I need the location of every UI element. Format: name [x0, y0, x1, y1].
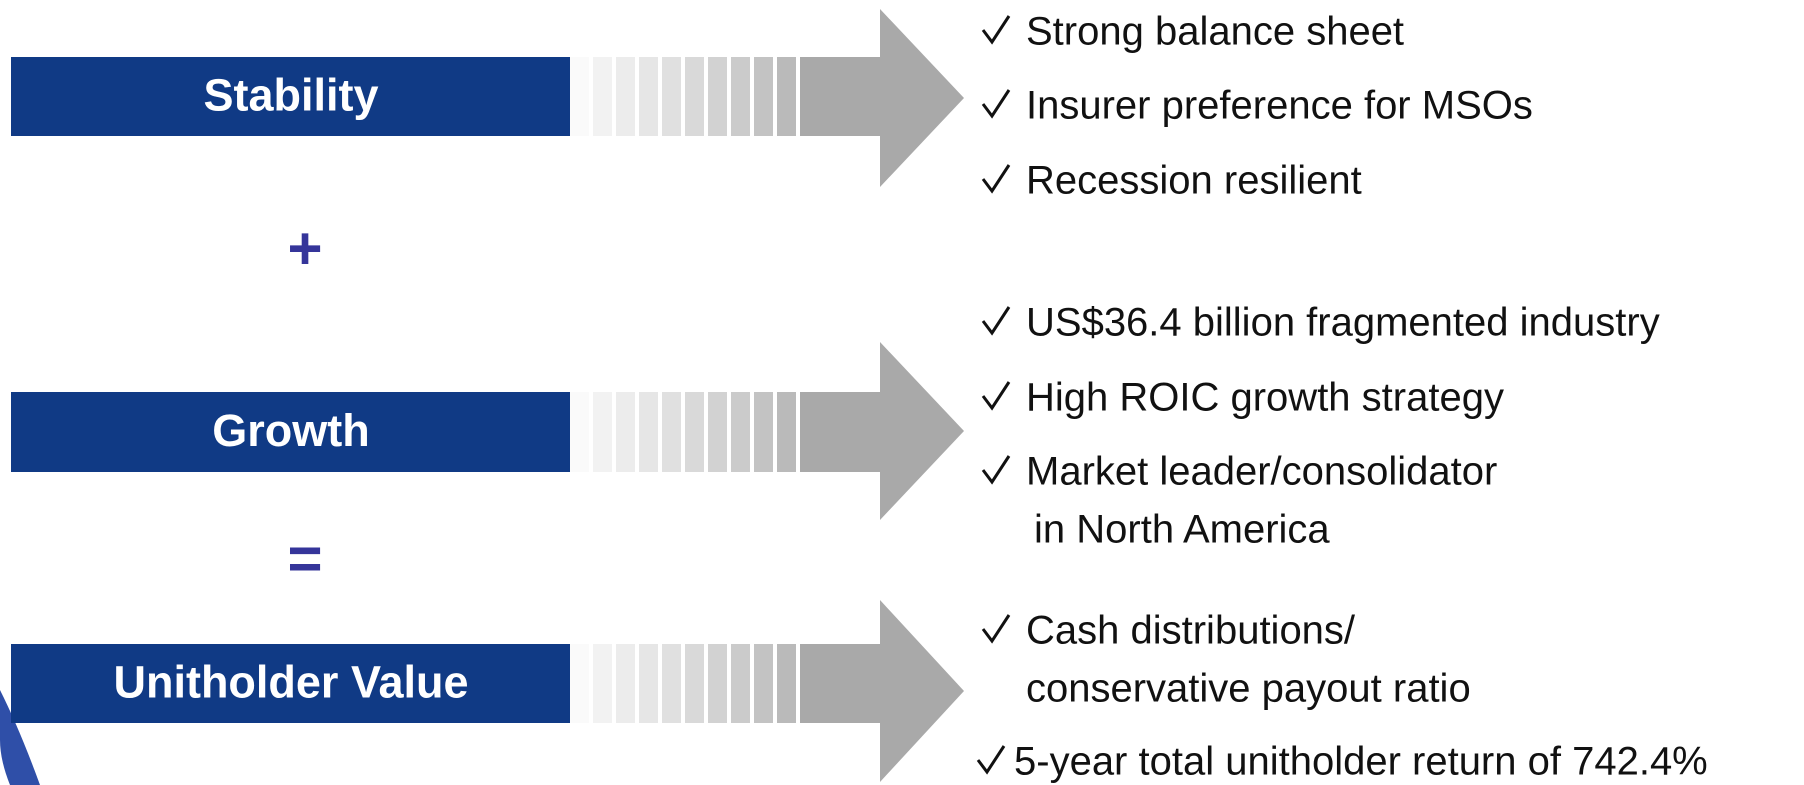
arrow [800, 600, 964, 782]
label-box [11, 392, 570, 472]
arrow-stripe [639, 392, 658, 472]
arrow-stripe [708, 392, 727, 472]
check-icon [976, 745, 1006, 775]
arrow-stripe [731, 644, 750, 723]
check-icon [981, 164, 1011, 194]
arrow-stripe [616, 644, 635, 723]
check-icon [981, 381, 1011, 411]
operator: = [287, 525, 322, 592]
arrow-stripe [777, 644, 796, 723]
arrow-stripe [754, 392, 773, 472]
arrow-stripe [662, 644, 681, 723]
arrow-stripe [754, 644, 773, 723]
arrow-stripe [685, 644, 704, 723]
arrow-stripe [685, 57, 704, 136]
point-text: US$36.4 billion fragmented industry [1026, 301, 1660, 345]
check-icon [981, 614, 1011, 644]
check-icon [981, 89, 1011, 119]
point-text: Market leader/consolidator [1026, 450, 1497, 494]
arrow-stripe [570, 57, 589, 136]
operator: + [287, 215, 322, 282]
arrow-stripe [639, 57, 658, 136]
arrow-stripe [662, 392, 681, 472]
corner-decoration [0, 690, 40, 785]
arrow-stripe [708, 57, 727, 136]
arrow-stripe [685, 392, 704, 472]
point-text: Cash distributions/ [1026, 609, 1356, 653]
arrow-stripe [593, 392, 612, 472]
arrow-stripe [616, 392, 635, 472]
row-label: Stability [203, 69, 378, 120]
point-text: conservative payout ratio [1026, 667, 1471, 711]
label-box [11, 644, 570, 723]
arrow-stripe [731, 57, 750, 136]
point-text: Insurer preference for MSOs [1026, 84, 1533, 128]
check-icon [981, 306, 1011, 336]
arrow-stripe [570, 392, 589, 472]
arrow [800, 9, 964, 187]
arrow-stripe [639, 644, 658, 723]
check-icon [981, 15, 1011, 45]
arrow-stripe [570, 644, 589, 723]
point-text: 5-year total unitholder return of 742.4% [1014, 740, 1708, 784]
arrow-stripe [731, 392, 750, 472]
point-text: Strong balance sheet [1026, 10, 1404, 54]
arrow-stripe [708, 644, 727, 723]
arrow-stripe [616, 57, 635, 136]
point-text: High ROIC growth strategy [1026, 376, 1504, 420]
arrow-stripe [593, 644, 612, 723]
check-icon [981, 455, 1011, 485]
arrow-stripe [777, 392, 796, 472]
label-box [11, 57, 570, 136]
point-text: Recession resilient [1026, 159, 1362, 203]
row-label: Growth [212, 405, 369, 456]
row-label: Unitholder Value [113, 656, 468, 707]
point-text: in North America [1034, 508, 1330, 552]
arrow-stripe [593, 57, 612, 136]
arrow [800, 342, 964, 520]
arrow-stripe [662, 57, 681, 136]
arrow-stripe [754, 57, 773, 136]
arrow-stripe [777, 57, 796, 136]
